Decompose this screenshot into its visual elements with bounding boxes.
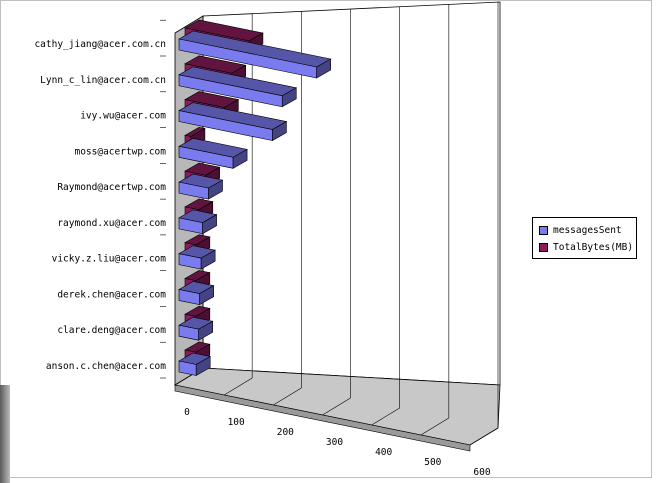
bar-messagessent-0	[178, 352, 212, 377]
legend-item-totalbytes: TotalBytes(MB)	[539, 241, 633, 253]
x-tick-label: 300	[326, 437, 343, 448]
floor-gridline	[469, 427, 499, 446]
x-tick-label: 0	[184, 407, 190, 418]
category-label: raymond.xu@acer.com	[57, 218, 166, 229]
category-label: cathy_jiang@acer.com.cn	[34, 39, 166, 50]
x-tick-label: 600	[473, 467, 490, 478]
legend-label-totalbytes: TotalBytes(MB)	[553, 241, 634, 253]
category-label: moss@acertwp.com	[74, 146, 166, 157]
bar-messagessent-9	[178, 30, 332, 79]
bar-messagessent-8	[178, 66, 298, 108]
bar-messagessent-5	[178, 173, 224, 200]
category-label: anson.c.chen@acer.com	[46, 361, 166, 372]
legend-swatch-totalbytes	[539, 242, 548, 252]
category-label: Lynn_c_lin@acer.com.cn	[40, 75, 166, 86]
legend-swatch-messagessent	[539, 225, 548, 235]
bar-messagessent-4	[178, 209, 218, 235]
category-label: derek.chen@acer.com	[57, 289, 166, 300]
bar-messagessent-2	[178, 281, 215, 306]
chart-frame	[0, 0, 652, 478]
x-tick-label: 200	[277, 427, 294, 438]
bar-messagessent-7	[178, 102, 288, 142]
category-label: Raymond@acertwp.com	[57, 182, 166, 193]
legend-label-messagessent: messagesSent	[553, 224, 622, 236]
x-tick-labels: 0 100 200 300 400 500 600	[184, 407, 491, 478]
bar-messagessent-6	[178, 138, 248, 169]
floor-gridline	[273, 387, 302, 406]
x-tick-label: 100	[228, 417, 245, 428]
legend: messagesSent TotalBytes(MB)	[532, 217, 637, 259]
bar-messagessent-1	[178, 316, 214, 341]
window-edge	[0, 385, 10, 483]
x-tick-label: 500	[424, 457, 441, 468]
floor-gridline	[224, 377, 253, 396]
category-label: ivy.wu@acer.com	[80, 111, 166, 122]
bars	[178, 19, 332, 377]
legend-item-messagessent: messagesSent	[539, 224, 622, 236]
bar-messagessent-3	[178, 245, 216, 270]
x-tick-label: 400	[375, 447, 392, 458]
category-labels: anson.c.chen@acer.com clare.deng@acer.com…	[34, 19, 167, 379]
category-label: vicky.z.liu@acer.com	[52, 254, 167, 265]
floor-gridline	[322, 397, 351, 416]
category-label: clare.deng@acer.com	[57, 325, 166, 336]
floor-gridline	[420, 417, 449, 436]
floor-gridline	[371, 407, 400, 426]
gridlines	[174, 2, 499, 446]
